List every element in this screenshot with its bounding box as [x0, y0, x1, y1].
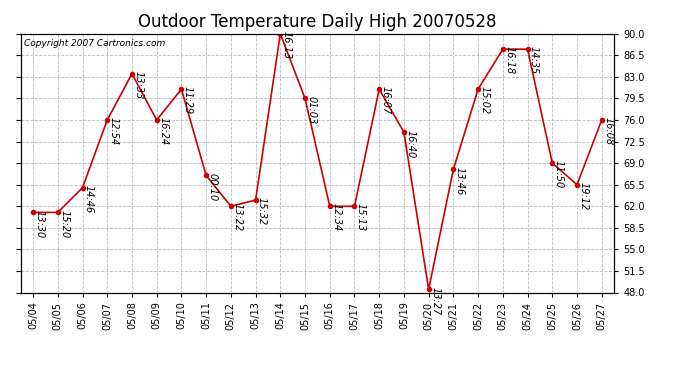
Text: 11:50: 11:50	[553, 160, 564, 189]
Text: 13:33: 13:33	[133, 71, 144, 99]
Text: 16:07: 16:07	[381, 86, 391, 115]
Text: 12:34: 12:34	[331, 204, 341, 232]
Text: 19:12: 19:12	[578, 182, 589, 210]
Text: 13:27: 13:27	[430, 286, 440, 315]
Text: 13:46: 13:46	[455, 166, 465, 195]
Text: 16:24: 16:24	[158, 117, 168, 146]
Text: 14:35: 14:35	[529, 46, 539, 75]
Text: 14:46: 14:46	[84, 185, 94, 213]
Text: 15:20: 15:20	[59, 210, 69, 238]
Title: Outdoor Temperature Daily High 20070528: Outdoor Temperature Daily High 20070528	[138, 13, 497, 31]
Text: 12:54: 12:54	[108, 117, 119, 146]
Text: 13:22: 13:22	[233, 204, 242, 232]
Text: 15:02: 15:02	[480, 86, 489, 115]
Text: 16:08: 16:08	[603, 117, 613, 146]
Text: 15:32: 15:32	[257, 197, 267, 225]
Text: Copyright 2007 Cartronics.com: Copyright 2007 Cartronics.com	[23, 39, 165, 48]
Text: 16:40: 16:40	[405, 129, 415, 158]
Text: 01:03: 01:03	[306, 96, 317, 124]
Text: 00:10: 00:10	[208, 172, 217, 201]
Text: 16:18: 16:18	[504, 46, 514, 75]
Text: 15:13: 15:13	[356, 204, 366, 232]
Text: 13:30: 13:30	[34, 210, 44, 238]
Text: 11:29: 11:29	[183, 86, 193, 115]
Text: 16:13: 16:13	[282, 31, 292, 59]
